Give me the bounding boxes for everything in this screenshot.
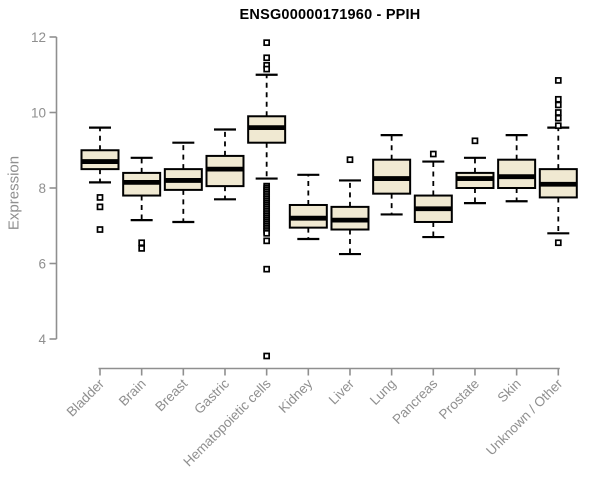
y-tick-label: 12: [31, 30, 46, 45]
iqr-box: [497, 158, 537, 189]
outlier-point: [263, 54, 271, 62]
outlier-point: [554, 95, 562, 103]
x-category-label-bladder: Bladder: [64, 376, 108, 420]
y-tick-label: 10: [31, 105, 46, 120]
outlier-point: [554, 109, 562, 116]
x-category-label-lung: Lung: [367, 376, 399, 408]
boxplot-lung: [372, 134, 412, 216]
y-axis-label: Expression: [5, 155, 23, 231]
outlier-point: [346, 156, 354, 164]
boxplot-breast: [163, 141, 203, 224]
boxplot-brain: [122, 156, 162, 252]
outlier-point: [138, 245, 146, 252]
outlier-point: [554, 239, 562, 247]
boxplot-skin: [497, 134, 537, 203]
outlier-point: [554, 101, 562, 109]
outlier-point: [138, 239, 146, 247]
outlier-point: [263, 39, 271, 47]
boxplot-pancreas: [413, 150, 453, 239]
x-category-label-unknown-other: Unknown / Other: [483, 376, 566, 459]
outlier-point: [429, 150, 437, 158]
boxplot-bladder: [80, 126, 120, 233]
x-category-label-breast: Breast: [152, 376, 190, 414]
y-tick-label: 6: [38, 256, 46, 271]
outlier-point: [263, 65, 271, 73]
x-category-label-prostate: Prostate: [436, 376, 482, 422]
boxplot-gastric: [205, 128, 245, 201]
outlier-point: [471, 137, 479, 145]
x-category-label-kidney: Kidney: [276, 376, 316, 416]
outlier-point: [554, 77, 562, 84]
outlier-point: [96, 226, 104, 233]
x-category-label-brain: Brain: [116, 376, 149, 409]
x-category-label-liver: Liver: [326, 376, 358, 408]
boxplot-unknown-other: [538, 77, 578, 247]
y-tick-label: 4: [38, 332, 46, 347]
boxplot-hematopoietic-cells: [247, 39, 287, 360]
outlier-point: [554, 122, 562, 130]
x-category-label-gastric: Gastric: [191, 376, 232, 417]
outlier-point: [554, 114, 562, 122]
y-tick-label: 8: [38, 181, 46, 196]
outlier-point: [263, 352, 271, 360]
outlier-point: [96, 194, 104, 201]
x-category-label-skin: Skin: [495, 376, 524, 405]
outlier-point: [263, 229, 271, 237]
boxplot-liver: [330, 156, 370, 256]
outlier-point: [263, 237, 271, 245]
outlier-point: [96, 203, 104, 211]
x-category-label-pancreas: Pancreas: [389, 376, 440, 427]
boxplot-prostate: [455, 137, 495, 205]
boxplot-kidney: [288, 173, 328, 241]
chart-title: ENSG00000171960 - PPIH: [239, 7, 421, 23]
outlier-point: [263, 265, 271, 273]
